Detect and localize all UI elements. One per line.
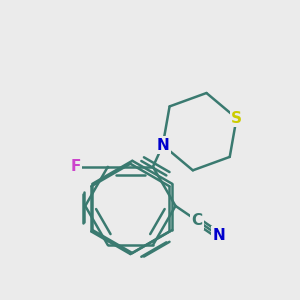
Text: S: S (231, 111, 242, 126)
Text: N: N (156, 138, 169, 153)
Text: F: F (70, 159, 81, 174)
Text: N: N (212, 228, 225, 243)
Text: C: C (191, 213, 203, 228)
